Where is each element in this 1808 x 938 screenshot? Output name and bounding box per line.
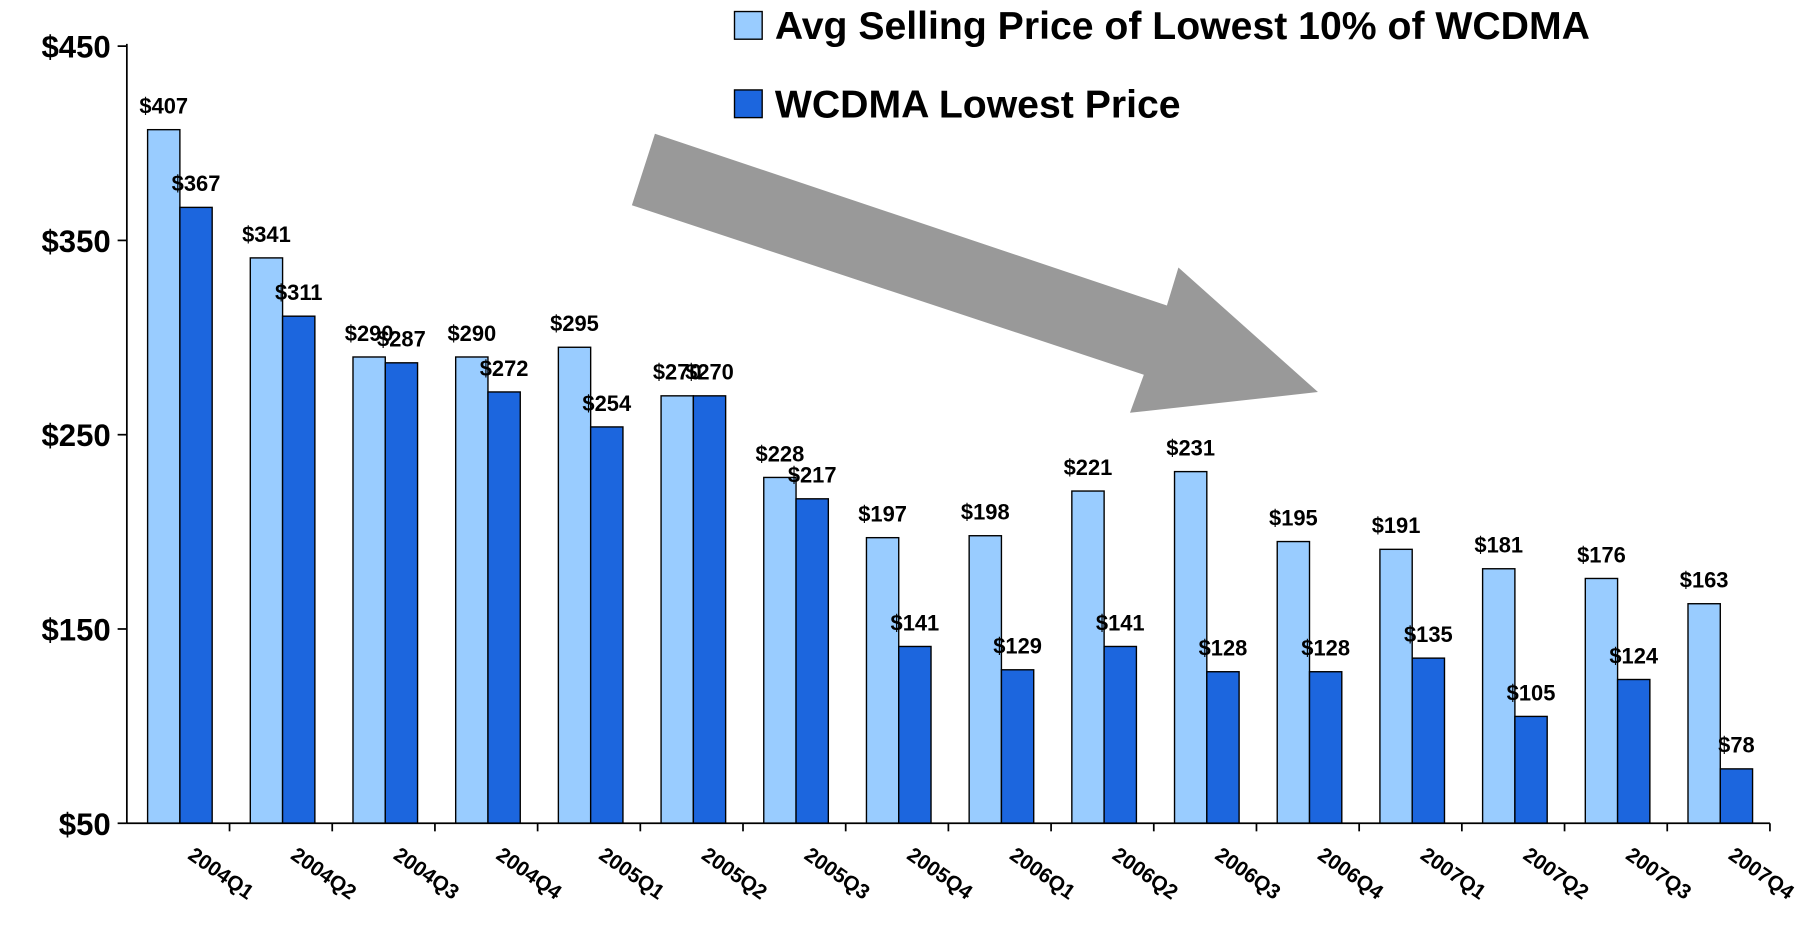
legend-swatch [733,89,763,119]
bar [384,362,419,824]
value-label: $135 [1404,622,1453,647]
bar [1616,678,1651,824]
legend-label: Avg Selling Price of Lowest 10% of WCDMA [775,5,1590,48]
value-label: $217 [788,463,837,488]
bar [1514,715,1548,824]
x-tick-label: 2005Q3 [800,843,874,904]
bar [1411,657,1446,824]
bar [865,536,900,824]
bar [352,356,386,824]
bar [1481,568,1516,824]
bar [1276,540,1311,824]
bar [795,498,830,824]
bar [589,426,624,824]
value-label: $128 [1199,636,1248,661]
bar [1379,548,1413,824]
x-tick-label: 2004Q4 [492,843,566,904]
y-tick-label: $350 [41,224,110,259]
x-tick-label: 2004Q1 [184,843,258,904]
bar [1206,671,1240,824]
x-tick-label: 2004Q3 [389,843,463,904]
x-tick-label: 2006Q3 [1211,843,1285,904]
value-label: $228 [756,441,805,466]
bar [1308,671,1343,824]
value-label: $231 [1166,435,1215,460]
legend-label: WCDMA Lowest Price [775,84,1181,127]
bar [1584,577,1619,824]
x-tick-label: 2006Q2 [1108,843,1182,904]
value-label: $78 [1718,733,1755,758]
bar [692,395,727,824]
bar [557,346,592,824]
value-label: $221 [1064,455,1113,480]
value-label: $287 [377,327,426,352]
bar [179,206,213,824]
bar [281,315,316,824]
bar [660,395,695,824]
value-label: $198 [961,500,1010,525]
x-tick-label: 2005Q4 [903,843,977,904]
legend-swatch [733,10,763,40]
value-label: $128 [1301,636,1350,661]
value-label: $141 [1096,610,1145,635]
x-tick-label: 2007Q4 [1724,843,1798,904]
x-tick-label: 2007Q2 [1519,843,1593,904]
y-tick-label: $450 [41,30,110,65]
x-tick-label: 2007Q3 [1622,843,1696,904]
value-label: $129 [993,634,1042,659]
value-label: $272 [480,356,529,381]
value-label: $191 [1372,513,1421,538]
value-label: $295 [550,311,599,336]
value-label: $254 [582,391,632,416]
value-label: $105 [1507,680,1556,705]
bar [763,476,797,824]
value-label: $197 [858,502,907,527]
bar [454,356,489,824]
x-tick-label: 2005Q1 [595,843,669,904]
bar [1719,768,1754,824]
value-label: $407 [139,94,188,119]
value-label: $181 [1474,533,1523,558]
bar [968,535,1003,824]
bar [1103,645,1138,824]
x-tick-label: 2007Q1 [1416,843,1490,904]
x-tick-label: 2005Q2 [697,843,771,904]
x-tick-label: 2006Q4 [1314,843,1388,904]
y-tick-label: $150 [41,613,110,648]
value-label: $163 [1680,568,1729,593]
value-label: $341 [242,222,291,247]
value-label: $290 [447,321,496,346]
y-tick-label: $250 [41,418,110,453]
value-label: $176 [1577,542,1626,567]
value-label: $311 [275,280,323,305]
x-tick-label: 2004Q2 [287,843,361,904]
value-label: $270 [653,360,702,385]
bar [146,128,181,824]
value-label: $124 [1609,643,1659,668]
trend-arrow [631,133,1318,413]
bar [1071,490,1105,824]
value-label: $290 [345,321,394,346]
bar [1000,669,1035,824]
bar [487,391,521,824]
bar [898,645,932,824]
value-label: $270 [685,360,734,385]
value-label: $141 [891,610,940,635]
x-tick-label: 2006Q1 [1005,843,1079,904]
value-label: $195 [1269,505,1318,530]
y-tick-label: $50 [59,807,111,842]
value-label: $367 [172,171,221,196]
bar [249,257,284,824]
bar [1687,603,1721,824]
